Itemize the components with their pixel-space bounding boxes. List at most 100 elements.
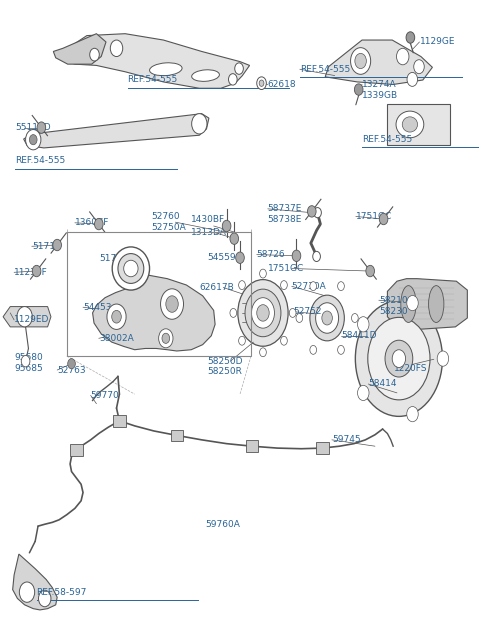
Text: 58411D: 58411D xyxy=(341,331,377,340)
Circle shape xyxy=(29,135,37,145)
Text: 59745: 59745 xyxy=(332,436,360,445)
Ellipse shape xyxy=(368,317,430,400)
Text: 58250D: 58250D xyxy=(207,357,243,366)
Text: 51711: 51711 xyxy=(32,242,60,251)
Circle shape xyxy=(53,239,61,251)
Circle shape xyxy=(95,218,103,230)
Text: 52760: 52760 xyxy=(152,212,180,221)
Ellipse shape xyxy=(118,254,144,284)
Text: 58210A: 58210A xyxy=(379,296,414,305)
Text: 1313DA: 1313DA xyxy=(191,228,227,237)
Circle shape xyxy=(236,252,244,263)
Text: 38002A: 38002A xyxy=(99,334,133,343)
Text: 1220FS: 1220FS xyxy=(394,364,428,373)
Text: 52730A: 52730A xyxy=(292,282,326,291)
Text: 52750A: 52750A xyxy=(152,223,186,232)
Text: 95685: 95685 xyxy=(14,364,43,373)
Bar xyxy=(246,441,258,452)
Text: 58726: 58726 xyxy=(257,250,286,259)
Ellipse shape xyxy=(385,340,413,377)
Circle shape xyxy=(162,333,169,343)
Ellipse shape xyxy=(124,260,138,277)
Circle shape xyxy=(21,356,30,367)
Polygon shape xyxy=(60,34,250,88)
Circle shape xyxy=(25,130,41,150)
Circle shape xyxy=(166,296,178,312)
Ellipse shape xyxy=(429,286,444,322)
Text: 1430BF: 1430BF xyxy=(191,215,225,224)
Circle shape xyxy=(366,265,374,277)
Text: 1339GB: 1339GB xyxy=(362,92,398,100)
Circle shape xyxy=(239,280,245,289)
Circle shape xyxy=(281,336,288,345)
Text: 58230: 58230 xyxy=(379,307,408,316)
Text: 1123SF: 1123SF xyxy=(14,268,48,277)
Ellipse shape xyxy=(355,301,443,417)
Ellipse shape xyxy=(396,111,424,138)
Ellipse shape xyxy=(316,303,338,333)
Circle shape xyxy=(407,296,418,311)
Ellipse shape xyxy=(355,53,366,69)
Text: 59760A: 59760A xyxy=(205,520,240,529)
Text: 1751GC: 1751GC xyxy=(356,212,392,221)
Ellipse shape xyxy=(252,298,275,328)
Circle shape xyxy=(414,60,424,74)
Circle shape xyxy=(281,280,288,289)
Polygon shape xyxy=(24,114,209,148)
Text: REF.54-555: REF.54-555 xyxy=(128,75,178,84)
Ellipse shape xyxy=(245,289,281,336)
Polygon shape xyxy=(53,34,106,64)
Circle shape xyxy=(107,304,126,329)
Text: 62617B: 62617B xyxy=(199,283,234,292)
Circle shape xyxy=(358,385,369,401)
Circle shape xyxy=(90,48,99,61)
Text: 51780: 51780 xyxy=(99,254,128,263)
Bar xyxy=(67,232,251,356)
Text: 1129ED: 1129ED xyxy=(14,315,49,324)
Circle shape xyxy=(310,282,317,291)
Polygon shape xyxy=(387,279,468,329)
Circle shape xyxy=(160,289,183,319)
Circle shape xyxy=(68,359,75,369)
Circle shape xyxy=(192,114,207,134)
Text: REF.54-555: REF.54-555 xyxy=(362,135,412,144)
Polygon shape xyxy=(3,307,51,327)
Circle shape xyxy=(354,84,363,95)
Circle shape xyxy=(308,205,316,217)
Circle shape xyxy=(310,345,317,354)
Circle shape xyxy=(239,336,245,345)
Text: 52752: 52752 xyxy=(294,307,322,316)
Text: 54453: 54453 xyxy=(83,303,111,312)
Ellipse shape xyxy=(192,70,219,81)
Circle shape xyxy=(230,233,239,244)
Text: 54559: 54559 xyxy=(207,253,236,262)
Circle shape xyxy=(32,265,41,277)
Ellipse shape xyxy=(402,117,418,132)
Ellipse shape xyxy=(350,48,371,74)
Circle shape xyxy=(379,213,388,225)
Circle shape xyxy=(158,329,173,348)
Circle shape xyxy=(230,308,237,317)
Text: REF.54-555: REF.54-555 xyxy=(300,65,350,74)
Polygon shape xyxy=(93,275,215,351)
Circle shape xyxy=(257,77,266,90)
Circle shape xyxy=(313,251,321,261)
Ellipse shape xyxy=(112,247,150,290)
Circle shape xyxy=(235,63,243,74)
Circle shape xyxy=(337,282,344,291)
Polygon shape xyxy=(387,104,450,146)
Circle shape xyxy=(110,40,123,57)
Circle shape xyxy=(437,351,449,366)
Text: 58414: 58414 xyxy=(368,380,397,389)
Circle shape xyxy=(314,207,322,218)
Circle shape xyxy=(407,73,418,86)
Circle shape xyxy=(222,220,231,232)
Circle shape xyxy=(358,317,369,332)
Bar xyxy=(70,445,83,456)
Circle shape xyxy=(38,590,51,607)
Circle shape xyxy=(260,269,266,278)
Circle shape xyxy=(289,308,296,317)
Circle shape xyxy=(228,74,237,85)
Bar xyxy=(113,415,126,427)
Bar xyxy=(170,430,183,441)
